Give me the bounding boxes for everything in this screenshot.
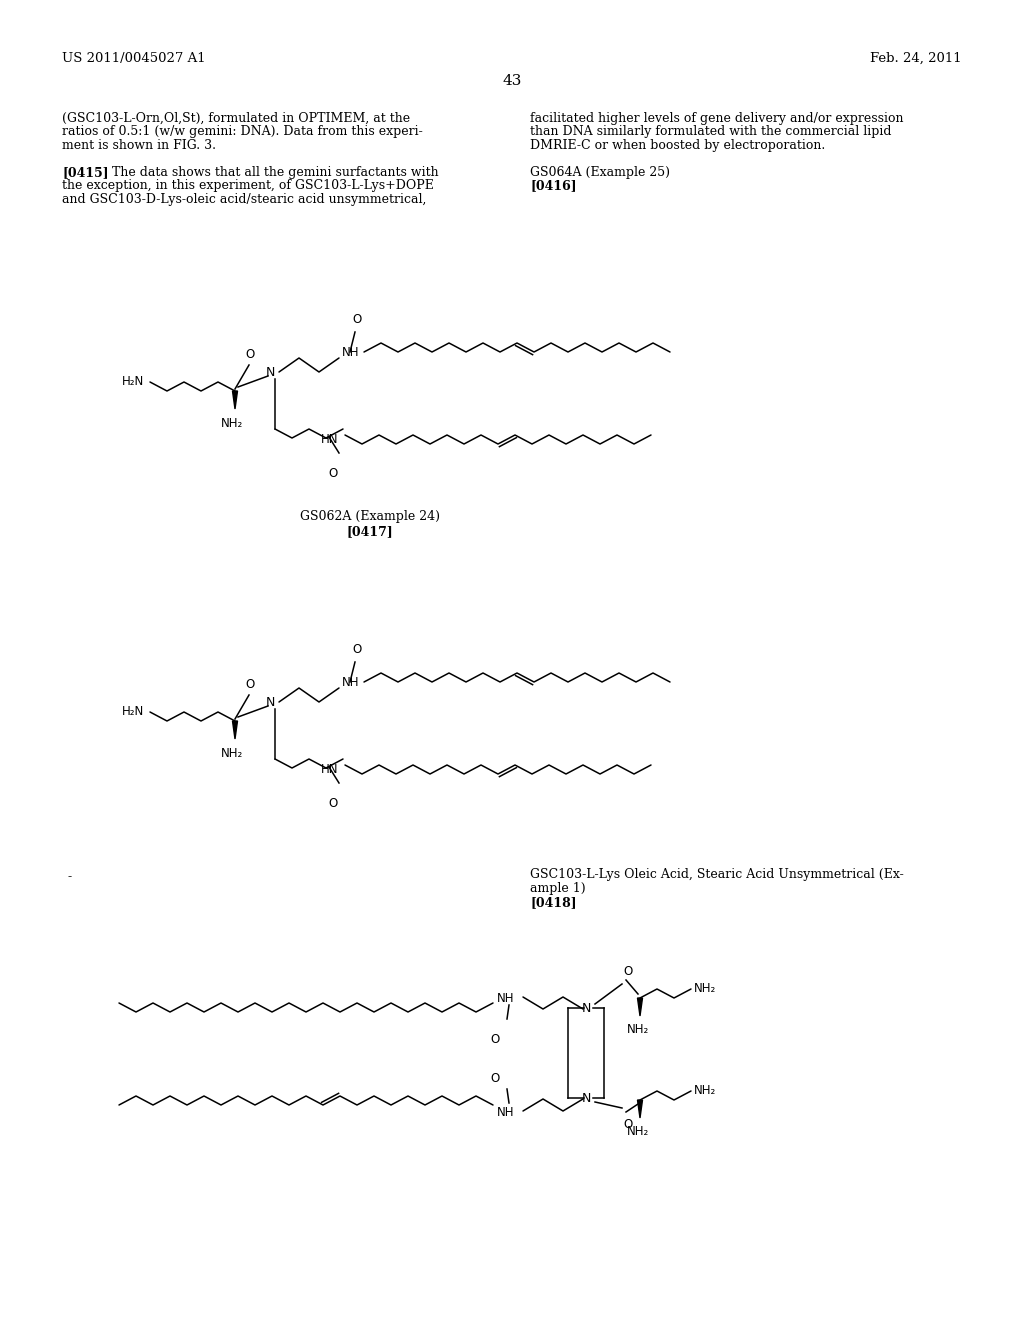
Polygon shape: [638, 1100, 642, 1118]
Text: O: O: [246, 348, 255, 360]
Text: O: O: [329, 467, 338, 480]
Polygon shape: [232, 721, 238, 739]
Text: NH₂: NH₂: [627, 1125, 649, 1138]
Text: (GSC103-L-Orn,Ol,St), formulated in OPTIMEM, at the: (GSC103-L-Orn,Ol,St), formulated in OPTI…: [62, 112, 411, 125]
Text: -: -: [68, 870, 72, 883]
Text: Feb. 24, 2011: Feb. 24, 2011: [870, 51, 962, 65]
Text: ample 1): ample 1): [530, 882, 586, 895]
Text: NH: NH: [342, 346, 359, 359]
Text: H₂N: H₂N: [122, 705, 144, 718]
Text: NH: NH: [497, 993, 514, 1005]
Text: HN: HN: [321, 763, 339, 776]
Text: O: O: [624, 1118, 633, 1131]
Text: N: N: [582, 1002, 591, 1015]
Text: 43: 43: [503, 74, 521, 88]
Text: N: N: [265, 696, 274, 709]
Text: US 2011/0045027 A1: US 2011/0045027 A1: [62, 51, 206, 65]
Text: NH: NH: [497, 1106, 514, 1119]
Text: [0415]: [0415]: [62, 166, 109, 180]
Text: HN: HN: [321, 433, 339, 446]
Text: N: N: [265, 366, 274, 379]
Text: O: O: [246, 678, 255, 690]
Text: O: O: [624, 965, 633, 978]
Text: [0416]: [0416]: [530, 180, 577, 193]
Text: NH: NH: [342, 676, 359, 689]
Text: NH₂: NH₂: [221, 747, 244, 760]
Text: GS062A (Example 24): GS062A (Example 24): [300, 510, 440, 523]
Text: and GSC103-D-Lys-oleic acid/stearic acid unsymmetrical,: and GSC103-D-Lys-oleic acid/stearic acid…: [62, 193, 426, 206]
Text: ment is shown in FIG. 3.: ment is shown in FIG. 3.: [62, 139, 216, 152]
Text: O: O: [329, 797, 338, 810]
Text: [0418]: [0418]: [530, 896, 577, 909]
Text: O: O: [352, 643, 361, 656]
Text: NH₂: NH₂: [694, 982, 716, 995]
Text: The data shows that all the gemini surfactants with: The data shows that all the gemini surfa…: [100, 166, 438, 180]
Text: GSC103-L-Lys Oleic Acid, Stearic Acid Unsymmetrical (Ex-: GSC103-L-Lys Oleic Acid, Stearic Acid Un…: [530, 869, 904, 880]
Text: H₂N: H₂N: [122, 375, 144, 388]
Text: GS064A (Example 25): GS064A (Example 25): [530, 166, 670, 180]
Text: O: O: [352, 313, 361, 326]
Text: [0417]: [0417]: [347, 525, 393, 539]
Text: O: O: [490, 1072, 500, 1085]
Text: ratios of 0.5:1 (w/w gemini: DNA). Data from this experi-: ratios of 0.5:1 (w/w gemini: DNA). Data …: [62, 125, 423, 139]
Text: DMRIE-C or when boosted by electroporation.: DMRIE-C or when boosted by electroporati…: [530, 139, 825, 152]
Text: facilitated higher levels of gene delivery and/or expression: facilitated higher levels of gene delive…: [530, 112, 903, 125]
Text: than DNA similarly formulated with the commercial lipid: than DNA similarly formulated with the c…: [530, 125, 892, 139]
Text: NH₂: NH₂: [627, 1023, 649, 1036]
Polygon shape: [638, 998, 642, 1016]
Text: O: O: [490, 1034, 500, 1045]
Text: NH₂: NH₂: [694, 1084, 716, 1097]
Polygon shape: [232, 391, 238, 409]
Text: NH₂: NH₂: [221, 417, 244, 430]
Text: N: N: [582, 1092, 591, 1105]
Text: the exception, in this experiment, of GSC103-L-Lys+DOPE: the exception, in this experiment, of GS…: [62, 180, 434, 193]
